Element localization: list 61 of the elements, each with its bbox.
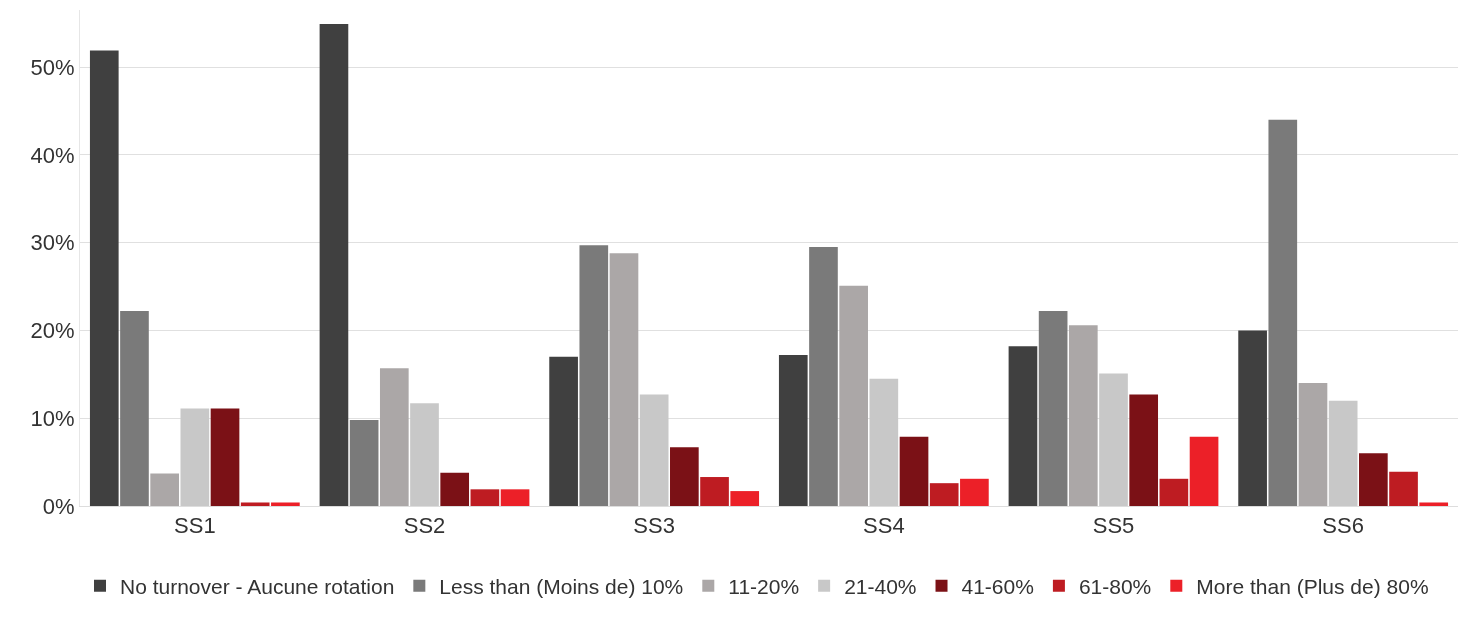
- y-tick-label: 30%: [30, 230, 75, 256]
- bar: [440, 472, 470, 506]
- bar: [1189, 436, 1219, 506]
- y-tick-label: 40%: [30, 142, 75, 168]
- bar: [869, 378, 899, 506]
- bar: [89, 50, 119, 506]
- bar: [349, 419, 379, 506]
- bar: [1389, 471, 1418, 506]
- bar: [1268, 119, 1298, 506]
- y-tick-label: 20%: [30, 318, 75, 344]
- bar: [1159, 478, 1189, 506]
- x-tick-label: SS3: [633, 513, 675, 539]
- x-tick-label: SS6: [1322, 513, 1364, 539]
- legend-label: No turnover - Aucune rotation: [120, 574, 395, 598]
- bar: [1099, 373, 1128, 506]
- bar: [1419, 502, 1449, 506]
- bar: [150, 473, 179, 506]
- bar: [319, 24, 349, 506]
- bar: [210, 408, 240, 506]
- bar: [410, 403, 439, 506]
- bar: [670, 447, 699, 506]
- legend-label: 11-20%: [728, 574, 800, 598]
- bar: [839, 285, 868, 506]
- x-tick-label: SS4: [863, 513, 905, 539]
- legend-label: 21-40%: [844, 574, 917, 598]
- bar: [1298, 383, 1328, 506]
- x-tick-label: SS1: [174, 513, 216, 539]
- bar: [271, 502, 300, 506]
- y-tick-label: 0%: [42, 493, 75, 519]
- bar: [549, 356, 578, 506]
- bar: [609, 253, 639, 506]
- bar: [120, 311, 149, 506]
- bar: [730, 491, 760, 506]
- y-tick-label: 50%: [30, 54, 75, 80]
- legend-label: Less than (Moins de) 10%: [439, 574, 684, 598]
- bar: [1359, 453, 1388, 506]
- bar: [1129, 394, 1159, 506]
- bar: [1038, 311, 1068, 506]
- bar: [180, 408, 210, 506]
- bar: [1068, 325, 1098, 506]
- bar: [470, 489, 500, 506]
- bar: [579, 245, 609, 506]
- bar: [700, 477, 729, 506]
- bar: [960, 478, 989, 506]
- bar: [500, 489, 530, 506]
- bar: [240, 502, 270, 506]
- x-tick-label: SS2: [403, 513, 446, 539]
- bar: [639, 394, 669, 506]
- x-tick-label: SS5: [1092, 513, 1135, 539]
- y-tick-label: 10%: [30, 405, 75, 431]
- bar: [379, 368, 409, 506]
- bar: [778, 355, 808, 506]
- bar: [1328, 400, 1358, 506]
- legend-label: 61-80%: [1078, 574, 1152, 598]
- legend-label: 41-60%: [961, 574, 1034, 598]
- bar: [1008, 346, 1038, 506]
- bar: [929, 483, 959, 506]
- bar: [899, 436, 929, 506]
- bar: [1238, 330, 1267, 506]
- legend-label: More than (Plus de) 80%: [1196, 574, 1429, 598]
- bar: [809, 247, 838, 506]
